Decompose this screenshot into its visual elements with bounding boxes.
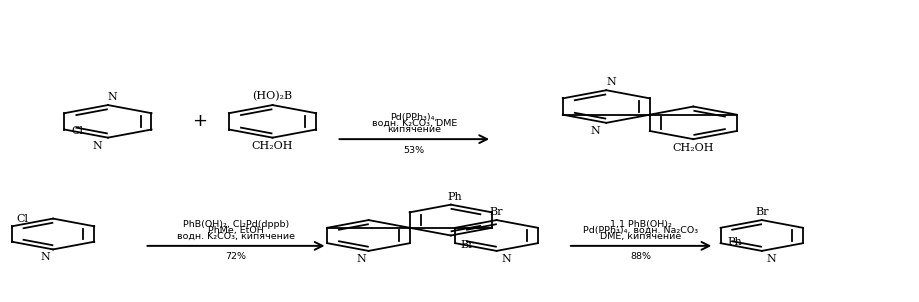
Text: CH₂OH: CH₂OH: [672, 143, 713, 153]
Text: Pd(PPh₃)₄, водн. Na₂CO₃: Pd(PPh₃)₄, водн. Na₂CO₃: [583, 226, 698, 235]
Text: N: N: [356, 254, 366, 264]
Text: Ph: Ph: [447, 192, 461, 202]
Text: 1,1 PhB(OH)₂: 1,1 PhB(OH)₂: [609, 220, 671, 229]
Text: N: N: [606, 77, 615, 87]
Text: водн. K₂CO₃, DME: водн. K₂CO₃, DME: [371, 119, 457, 128]
Text: (HO)₂B: (HO)₂B: [252, 91, 292, 101]
Text: N: N: [766, 254, 776, 264]
Text: Br: Br: [489, 207, 503, 217]
Text: 88%: 88%: [630, 252, 651, 262]
Text: N: N: [92, 141, 102, 151]
Text: 72%: 72%: [225, 252, 246, 262]
Text: Br: Br: [754, 207, 767, 217]
Text: водн. K₂CO₃, кипячение: водн. K₂CO₃, кипячение: [176, 232, 295, 240]
Text: CH₂OH: CH₂OH: [252, 141, 293, 151]
Text: кипячение: кипячение: [387, 125, 441, 134]
Text: Pd(PPh₃)₄,: Pd(PPh₃)₄,: [391, 113, 437, 122]
Text: Cl: Cl: [17, 214, 28, 224]
Text: Cl: Cl: [72, 126, 84, 136]
Text: Br: Br: [460, 240, 474, 250]
Text: PhB(OH)₂, Cl₂Pd(dppb): PhB(OH)₂, Cl₂Pd(dppb): [183, 220, 289, 229]
Text: Ph: Ph: [727, 237, 742, 247]
Text: N: N: [40, 252, 51, 262]
Text: N: N: [590, 126, 599, 136]
Text: PhMe, EtOH: PhMe, EtOH: [208, 226, 264, 235]
Text: N: N: [501, 254, 510, 264]
Text: DME, кипячение: DME, кипячение: [600, 232, 681, 240]
Text: +: +: [192, 112, 207, 130]
Text: N: N: [108, 92, 118, 102]
Text: 53%: 53%: [403, 146, 425, 155]
